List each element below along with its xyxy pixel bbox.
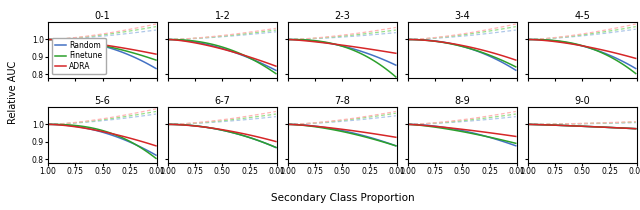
Title: 9-0: 9-0 [575,96,590,106]
Title: 1-2: 1-2 [214,11,230,21]
Title: 6-7: 6-7 [214,96,230,106]
Title: 4-5: 4-5 [574,11,590,21]
Title: 2-3: 2-3 [335,11,350,21]
Legend: Random, Finetune, ADRA: Random, Finetune, ADRA [52,38,106,74]
Title: 3-4: 3-4 [454,11,470,21]
Title: 5-6: 5-6 [95,96,111,106]
Text: Relative AUC: Relative AUC [8,61,18,124]
Title: 7-8: 7-8 [335,96,350,106]
Title: 0-1: 0-1 [95,11,110,21]
Title: 8-9: 8-9 [454,96,470,106]
Text: Secondary Class Proportion: Secondary Class Proportion [271,193,414,203]
